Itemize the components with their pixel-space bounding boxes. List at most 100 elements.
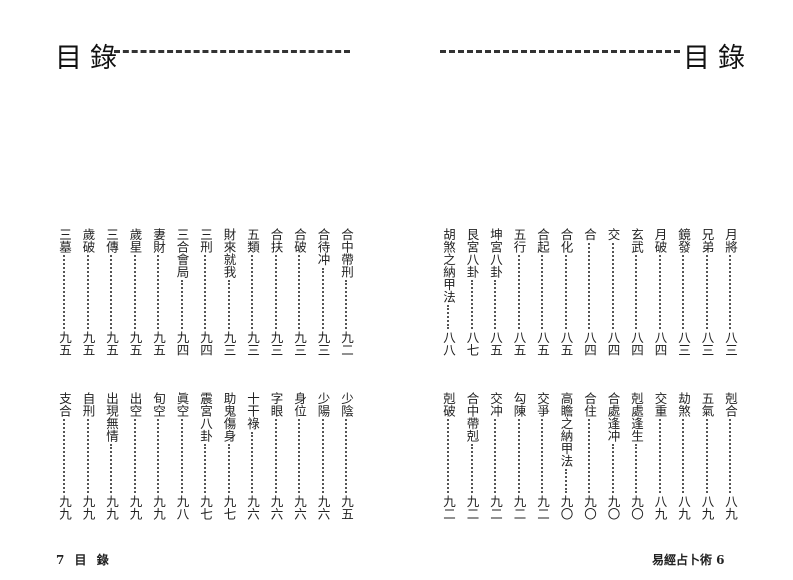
dot-leader <box>110 444 112 493</box>
toc-entry-title: 合化 <box>558 228 574 253</box>
toc-entry-title: 合待冲 <box>315 228 331 266</box>
toc-entry: 勾陳 九二 <box>512 392 527 520</box>
toc-entry-title: 出空 <box>127 392 143 417</box>
toc-page-number: 九六 <box>315 495 331 520</box>
toc-page-number: 九三 <box>292 331 307 356</box>
dot-leader <box>204 255 206 329</box>
toc-page-number: 九〇 <box>605 495 621 520</box>
dot-leader <box>227 444 230 493</box>
toc-entry: 三墓 九五 <box>57 228 72 356</box>
left-bottom-entries: 少陰 九五 少陽 九六 身位 九六 字眼 九六 十干祿 九六 助鬼傷身 九七 震宮八卦 九七 眞空 九八 旬空九… <box>57 392 354 520</box>
toc-entry: 合化 八五 <box>558 228 574 356</box>
toc-entry: 合待冲 九三 <box>315 228 331 356</box>
toc-page-number: 八三 <box>699 331 715 356</box>
dot-leader <box>541 255 543 329</box>
toc-entry: 出現無情 九九 <box>104 392 119 520</box>
toc-entry: 合起 八五 <box>535 228 550 356</box>
toc-entry: 合住 九〇 <box>582 392 597 520</box>
dot-leader <box>611 242 614 329</box>
toc-page-number: 九二 <box>535 495 550 520</box>
dot-leader <box>470 280 473 329</box>
toc-entry-title: 五氣 <box>699 392 715 417</box>
dot-leader <box>321 267 324 329</box>
toc-entry-title: 妻財 <box>151 228 166 253</box>
toc-page-number: 九三 <box>221 331 237 356</box>
toc-entry: 坤宮八卦 八五 <box>488 228 503 356</box>
toc-entry: 十干祿 九六 <box>245 392 260 520</box>
toc-entry: 艮宮八卦 八七 <box>464 228 480 356</box>
toc-entry-title: 歲破 <box>80 228 96 253</box>
toc-entry: 交爭 九二 <box>535 392 550 520</box>
toc-entry: 妻財 九五 <box>151 228 166 356</box>
toc-entry-title: 三墓 <box>57 228 72 253</box>
dot-leader <box>204 444 206 493</box>
toc-entry-title: 眞空 <box>174 392 190 417</box>
toc-page-number: 八五 <box>558 331 574 356</box>
toc-entry-title: 玄武 <box>629 228 644 253</box>
toc-entry: 高瞻之納甲法 九〇 <box>558 392 574 520</box>
toc-entry: 月破 八四 <box>652 228 668 356</box>
toc-page-number: 九〇 <box>558 495 574 520</box>
toc-page-number: 八九 <box>652 495 668 520</box>
toc-page-number: 九四 <box>174 331 190 356</box>
dot-leader <box>705 419 708 493</box>
dot-leader <box>447 305 449 329</box>
toc-entry: 合中帶刑 九二 <box>339 228 354 356</box>
toc-entry-title: 交冲 <box>488 392 503 417</box>
toc-entry-title: 合住 <box>582 392 597 417</box>
toc-entry: 剋破 九二 <box>441 392 456 520</box>
toc-entry-title: 艮宮八卦 <box>464 228 480 278</box>
right-page-footer: 易經占卜術 6 <box>652 553 725 567</box>
dot-leader <box>345 280 347 329</box>
toc-entry: 交八四 <box>605 228 621 356</box>
toc-entry-title: 合起 <box>535 228 550 253</box>
dot-leader <box>227 280 230 329</box>
toc-page-number: 九七 <box>198 495 213 520</box>
toc-entry: 合破 九三 <box>292 228 307 356</box>
toc-page-number: 八五 <box>535 331 550 356</box>
toc-entry-title: 少陽 <box>315 392 331 417</box>
toc-page-number: 九七 <box>221 495 237 520</box>
toc-page-number: 九〇 <box>629 495 644 520</box>
dot-leader <box>658 255 661 329</box>
toc-entry: 合處逢冲 九〇 <box>605 392 621 520</box>
toc-entry-title: 震宮八卦 <box>198 392 213 442</box>
left-page-title: 目錄 <box>55 43 125 74</box>
toc-entry: 剋合 八九 <box>723 392 738 520</box>
toc-entry: 字眼 九六 <box>268 392 284 520</box>
toc-entry-title: 剋破 <box>441 392 456 417</box>
toc-page-number: 九九 <box>57 495 72 520</box>
dot-leader <box>658 419 661 493</box>
toc-entry: 財來就我 九三 <box>221 228 237 356</box>
toc-page-number: 九六 <box>268 495 284 520</box>
toc-page-number: 九二 <box>488 495 503 520</box>
dot-leader <box>682 419 684 493</box>
toc-page-number: 八四 <box>582 331 597 356</box>
toc-page-number: 九二 <box>441 495 456 520</box>
dot-leader <box>180 419 183 493</box>
toc-page-number: 八七 <box>464 331 480 356</box>
toc-entry: 玄武 八四 <box>629 228 644 356</box>
dot-leader <box>63 419 65 493</box>
right-bottom-entries: 剋合 八九 五氣 八九 劫煞 八九 交重 八九 剋處逢生 九〇 合處逢冲 九〇 合住 九〇 高瞻之納甲法 九〇… <box>441 392 738 520</box>
toc-entry: 劫煞 八九 <box>676 392 691 520</box>
toc-entry-title: 月將 <box>723 228 738 253</box>
dot-leader <box>635 255 637 329</box>
dot-leader <box>321 419 324 493</box>
toc-entry-title: 合中帶刑 <box>339 228 354 278</box>
toc-entry: 交重 八九 <box>652 392 668 520</box>
toc-entry-title: 月破 <box>652 228 668 253</box>
dot-leader <box>588 242 590 329</box>
left-header-rule <box>114 50 350 53</box>
toc-entry-title: 交 <box>605 228 621 241</box>
dot-leader <box>86 419 89 493</box>
toc-page-number: 九五 <box>151 331 166 356</box>
toc-page-number: 九四 <box>198 331 213 356</box>
toc-entry-title: 五行 <box>511 228 527 253</box>
toc-page-number: 九三 <box>268 331 284 356</box>
toc-entry: 兄弟 八三 <box>699 228 715 356</box>
toc-entry-title: 十干祿 <box>245 392 260 430</box>
toc-entry: 合扶 九三 <box>268 228 284 356</box>
dot-leader <box>133 419 136 493</box>
toc-page-number: 九五 <box>127 331 143 356</box>
